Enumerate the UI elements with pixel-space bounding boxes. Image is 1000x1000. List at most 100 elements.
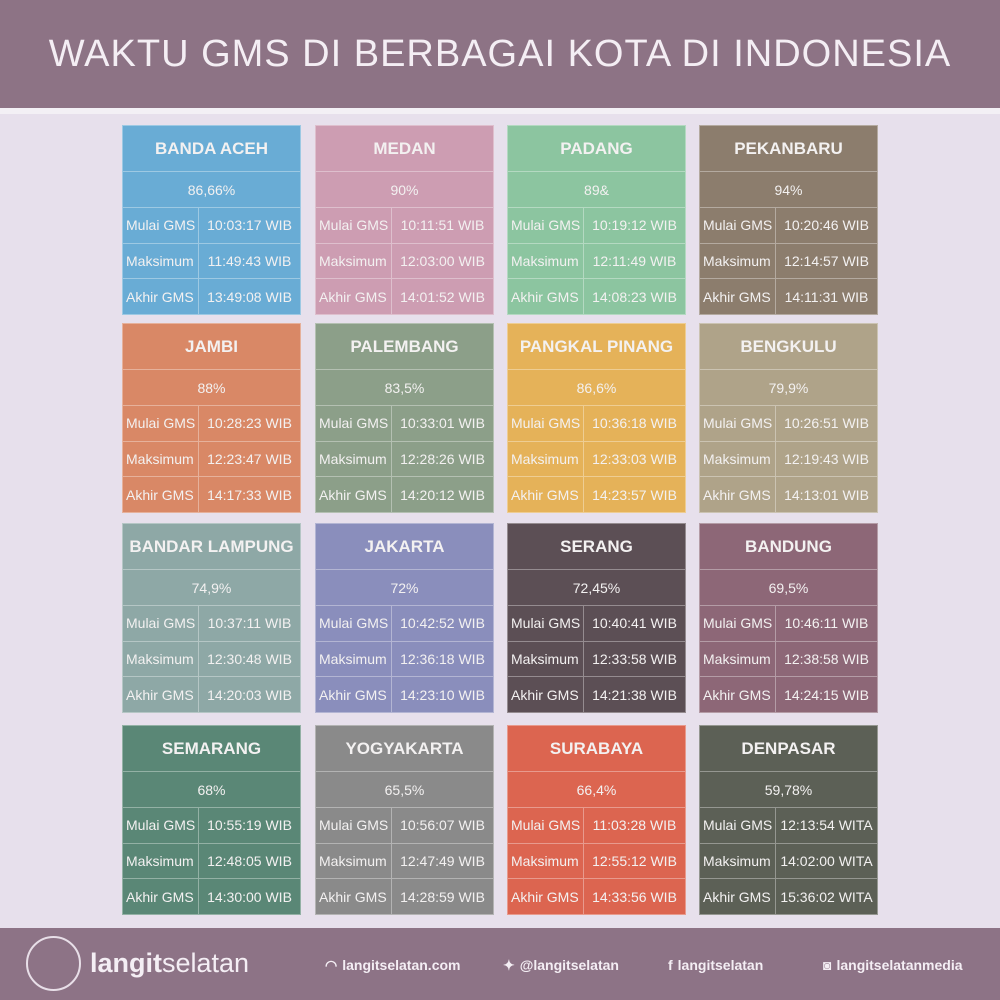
row-label: Akhir GMS — [123, 879, 199, 915]
row-time: 14:08:23 WIB — [592, 288, 677, 305]
city-name: SURABAYA — [508, 726, 685, 772]
row-time: 12:28:26 WIB — [400, 451, 485, 467]
footer: langitselatan ◠ langitselatan.com ✦ @langi… — [0, 928, 1000, 1000]
row-time: 12:55:12 WIB — [592, 853, 677, 869]
time-row-end: Akhir GMS 14:11:31 WIB — [700, 279, 877, 315]
brand-bold: langit — [90, 948, 162, 978]
row-label: Akhir GMS — [316, 279, 392, 315]
twitter-link[interactable]: ✦ @langitselatan — [503, 957, 619, 974]
row-time: 13:49:08 WIB — [207, 288, 292, 305]
row-label: Maksimum — [316, 641, 392, 677]
eclipse-percentage: 79,9% — [700, 370, 877, 406]
time-row-start: Mulai GMS 10:28:23 WIB — [123, 406, 300, 442]
time-row-end: Akhir GMS 14:20:12 WIB — [316, 477, 493, 513]
city-card: BENGKULU 79,9% Mulai GMS 10:26:51 WIB Maks… — [699, 323, 878, 513]
time-row-max: Maksimum 12:11:49 WIB — [508, 243, 685, 280]
row-label: Akhir GMS — [508, 879, 584, 915]
row-label: Maksimum — [123, 843, 199, 879]
row-label: Maksimum — [508, 243, 584, 279]
row-time: 15:36:02 WITA — [780, 888, 873, 905]
time-row-end: Akhir GMS 14:23:57 WIB — [508, 477, 685, 513]
city-card: SEMARANG 68% Mulai GMS 10:55:19 WIB Maksim… — [122, 725, 301, 915]
time-row-max: Maksimum 12:03:00 WIB — [316, 243, 493, 280]
facebook-text: langitselatan — [677, 957, 764, 973]
city-card: JAMBI 88% Mulai GMS 10:28:23 WIB Maksimum 1… — [122, 323, 301, 513]
time-row-start: Mulai GMS 12:13:54 WITA — [700, 808, 877, 844]
time-row-start: Mulai GMS 10:33:01 WIB — [316, 406, 493, 442]
row-time: 12:48:05 WIB — [207, 853, 292, 869]
time-row-max: Maksimum 12:19:43 WIB — [700, 441, 877, 478]
instagram-text: langitselatanmedia — [836, 957, 963, 973]
row-label: Maksimum — [316, 441, 392, 477]
eclipse-percentage: 90% — [316, 172, 493, 208]
time-row-max: Maksimum 12:47:49 WIB — [316, 843, 493, 880]
city-card: BANDUNG 69,5% Mulai GMS 10:46:11 WIB Maksi… — [699, 523, 878, 713]
city-card: PEKANBARU 94% Mulai GMS 10:20:46 WIB Maksi… — [699, 125, 878, 315]
row-time: 14:23:10 WIB — [400, 686, 485, 703]
website-link[interactable]: ◠ langitselatan.com — [325, 957, 460, 974]
time-row-max: Maksimum 12:55:12 WIB — [508, 843, 685, 880]
time-row-start: Mulai GMS 10:36:18 WIB — [508, 406, 685, 442]
row-label: Maksimum — [123, 243, 199, 279]
time-row-max: Maksimum 12:23:47 WIB — [123, 441, 300, 478]
city-card: SURABAYA 66,4% Mulai GMS 11:03:28 WIB Maks… — [507, 725, 686, 915]
row-label: Mulai GMS — [316, 606, 392, 641]
row-time: 10:03:17 WIB — [207, 217, 292, 234]
eclipse-percentage: 66,4% — [508, 772, 685, 808]
row-time: 14:30:00 WIB — [207, 888, 292, 905]
row-label: Mulai GMS — [508, 208, 584, 243]
row-time: 12:33:58 WIB — [592, 651, 677, 667]
time-row-max: Maksimum 12:48:05 WIB — [123, 843, 300, 880]
row-time: 10:36:18 WIB — [592, 415, 677, 432]
city-name: YOGYAKARTA — [316, 726, 493, 772]
instagram-link[interactable]: ◙ langitselatanmedia — [823, 957, 963, 973]
eclipse-percentage: 68% — [123, 772, 300, 808]
row-time: 10:40:41 WIB — [592, 615, 677, 632]
row-time: 14:17:33 WIB — [207, 486, 292, 503]
facebook-icon: f — [668, 957, 673, 973]
row-label: Akhir GMS — [508, 677, 584, 713]
eclipse-percentage: 69,5% — [700, 570, 877, 606]
eclipse-percentage: 88% — [123, 370, 300, 406]
time-row-start: Mulai GMS 10:11:51 WIB — [316, 208, 493, 244]
rss-icon: ◠ — [325, 957, 338, 973]
row-label: Maksimum — [123, 441, 199, 477]
time-row-end: Akhir GMS 14:17:33 WIB — [123, 477, 300, 513]
facebook-link[interactable]: f langitselatan — [668, 957, 763, 973]
row-label: Maksimum — [700, 441, 776, 477]
row-label: Mulai GMS — [508, 808, 584, 843]
row-label: Akhir GMS — [123, 477, 199, 513]
row-time: 12:30:48 WIB — [207, 651, 292, 667]
row-label: Akhir GMS — [508, 477, 584, 513]
row-time: 10:26:51 WIB — [784, 415, 869, 432]
row-label: Mulai GMS — [700, 208, 776, 243]
time-row-end: Akhir GMS 14:23:10 WIB — [316, 677, 493, 713]
eclipse-percentage: 86,66% — [123, 172, 300, 208]
row-label: Mulai GMS — [123, 808, 199, 843]
time-row-end: Akhir GMS 14:13:01 WIB — [700, 477, 877, 513]
brand-name: langitselatan — [90, 948, 249, 979]
website-text: langitselatan.com — [342, 957, 461, 973]
row-label: Akhir GMS — [508, 279, 584, 315]
row-label: Akhir GMS — [316, 879, 392, 915]
row-time: 14:02:00 WITA — [780, 853, 873, 869]
city-card: PADANG 89& Mulai GMS 10:19:12 WIB Maksimum… — [507, 125, 686, 315]
row-label: Akhir GMS — [123, 279, 199, 315]
row-label: Mulai GMS — [316, 406, 392, 441]
row-time: 12:47:49 WIB — [400, 853, 485, 869]
row-time: 14:20:03 WIB — [207, 686, 292, 703]
row-label: Mulai GMS — [700, 606, 776, 641]
row-label: Mulai GMS — [123, 406, 199, 441]
time-row-max: Maksimum 12:38:58 WIB — [700, 641, 877, 678]
row-label: Akhir GMS — [123, 677, 199, 713]
time-row-max: Maksimum 14:02:00 WITA — [700, 843, 877, 880]
row-time: 10:55:19 WIB — [207, 817, 292, 834]
city-name: BANDAR LAMPUNG — [123, 524, 300, 570]
row-label: Maksimum — [700, 243, 776, 279]
city-name: SERANG — [508, 524, 685, 570]
time-row-max: Maksimum 12:30:48 WIB — [123, 641, 300, 678]
row-time: 12:36:18 WIB — [400, 651, 485, 667]
city-card: MEDAN 90% Mulai GMS 10:11:51 WIB Maksimum 1… — [315, 125, 494, 315]
row-label: Akhir GMS — [700, 677, 776, 713]
row-time: 10:28:23 WIB — [207, 415, 292, 432]
